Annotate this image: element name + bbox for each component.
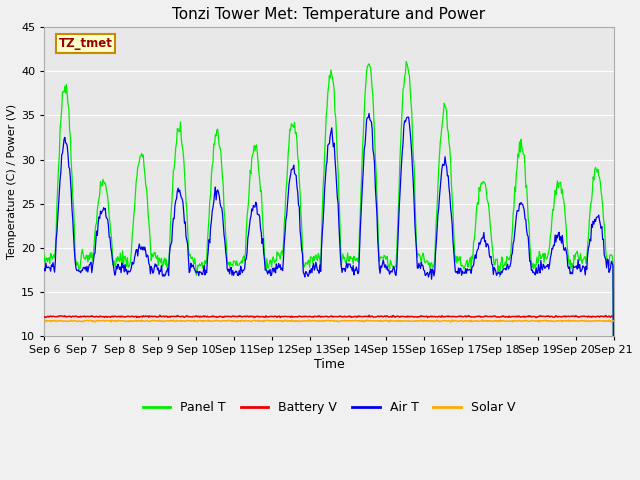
X-axis label: Time: Time	[314, 358, 344, 371]
Y-axis label: Temperature (C) / Power (V): Temperature (C) / Power (V)	[7, 104, 17, 259]
Text: TZ_tmet: TZ_tmet	[58, 37, 113, 50]
Title: Tonzi Tower Met: Temperature and Power: Tonzi Tower Met: Temperature and Power	[172, 7, 486, 22]
Legend: Panel T, Battery V, Air T, Solar V: Panel T, Battery V, Air T, Solar V	[138, 396, 520, 419]
